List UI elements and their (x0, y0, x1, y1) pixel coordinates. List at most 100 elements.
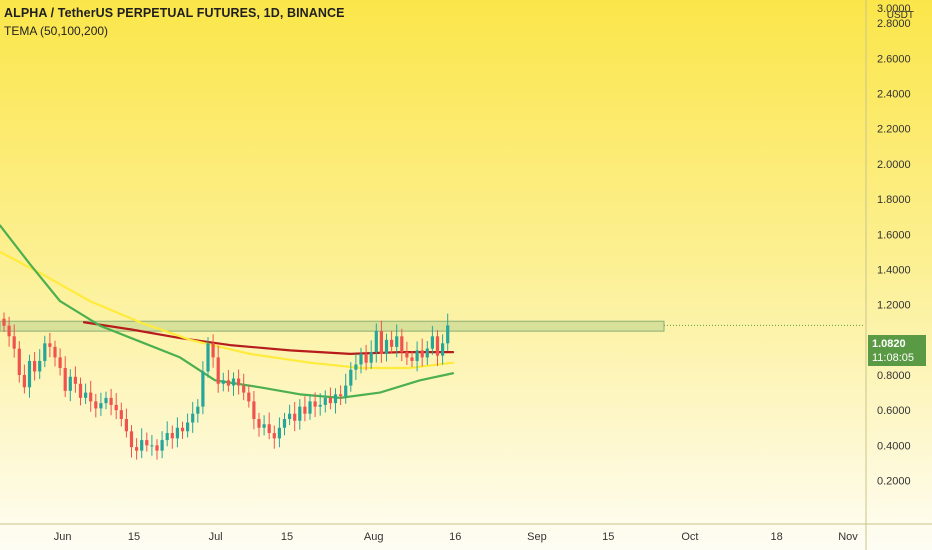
candle-body (237, 378, 241, 386)
x-tick-label: Oct (681, 531, 698, 543)
x-tick-label: Sep (527, 531, 547, 543)
candle-body (170, 433, 174, 439)
chart-header: ALPHA / TetherUS PERPETUAL FUTURES, 1D, … (4, 6, 345, 38)
candle-body (430, 336, 434, 349)
candle-body (242, 385, 246, 393)
y-tick-label: 3.0000 (877, 3, 911, 15)
candle-body (2, 318, 6, 326)
candle-body (282, 418, 287, 428)
candle-body (84, 392, 88, 398)
candle-body (323, 397, 327, 405)
candle-body (89, 392, 93, 402)
candle-body (78, 383, 83, 398)
candle-body (216, 357, 220, 384)
y-tick-label: 1.8000 (877, 194, 911, 206)
candle-body (425, 348, 429, 358)
candle-body (390, 339, 394, 347)
candle-body (58, 357, 62, 368)
candle-body (395, 336, 399, 347)
candle-body (145, 440, 149, 446)
candle-body (119, 410, 123, 419)
candle-body (313, 401, 317, 407)
candle-body (211, 343, 215, 358)
y-tick-label: 2.6000 (877, 53, 911, 65)
y-tick-label: 1.6000 (877, 229, 911, 241)
x-tick-label: Jul (209, 531, 223, 543)
candle-body (53, 346, 57, 358)
candle-body (369, 352, 373, 363)
candle-body (99, 403, 103, 409)
candle-body (446, 325, 450, 344)
candle-body (384, 339, 389, 354)
candle-body (22, 375, 26, 388)
x-tick-label: 16 (449, 531, 461, 543)
y-tick-label: 0.4000 (877, 440, 911, 452)
y-tick-label: 1.4000 (877, 264, 911, 276)
y-tick-label: 1.2000 (877, 300, 911, 312)
candle-body (339, 394, 343, 397)
candle-body (226, 380, 230, 386)
candle-body (400, 336, 404, 353)
candle-body (33, 360, 37, 372)
candle-body (17, 348, 21, 375)
candle-body (206, 343, 210, 372)
candle-body (379, 331, 383, 354)
candle-body (48, 343, 52, 347)
candle-body (104, 397, 108, 404)
candle-body (277, 427, 281, 439)
candle-body (73, 376, 77, 384)
candle-body (38, 360, 42, 372)
symbol-title[interactable]: ALPHA / TetherUS PERPETUAL FUTURES, 1D, … (4, 6, 345, 20)
candle-body (435, 336, 440, 356)
tema-line (0, 224, 455, 399)
candle-body (308, 401, 312, 414)
candle-body (344, 385, 348, 397)
y-tick-label: 2.0000 (877, 159, 911, 171)
candle-body (257, 418, 261, 428)
y-tick-label: 0.6000 (877, 405, 911, 417)
candle-body (262, 424, 266, 428)
candle-body (12, 336, 16, 349)
resistance-zone (0, 320, 665, 332)
indicator-legend[interactable]: TEMA (50,100,200) (4, 24, 109, 38)
currency-label: USDT (886, 10, 914, 21)
candle-body (109, 397, 113, 405)
y-tick-label: 2.8000 (877, 18, 911, 30)
candle-body (333, 394, 338, 404)
candle-body (94, 401, 98, 409)
last-price-tag: 1.0820 11:08:05 (868, 335, 926, 366)
candle-body (354, 364, 358, 370)
candle-body (114, 404, 118, 411)
candle-body (160, 440, 164, 451)
candle-body (415, 350, 419, 361)
candle-body (186, 422, 190, 432)
x-tick-label: 15 (281, 531, 293, 543)
candle-body (252, 401, 256, 419)
x-tick-label: Aug (364, 531, 384, 543)
x-tick-label: Jun (54, 531, 72, 543)
y-tick-label: 0.8000 (877, 370, 911, 382)
candle-body (140, 440, 144, 451)
candle-body (124, 418, 128, 432)
candle-body (191, 413, 195, 423)
x-tick-label: Nov (838, 531, 858, 543)
candle-body (420, 350, 424, 358)
y-tick-label: 2.4000 (877, 89, 911, 101)
x-tick-label: 15 (602, 531, 614, 543)
candle-body (150, 445, 154, 447)
candle-body (293, 413, 297, 421)
candle-body (201, 371, 205, 407)
candle-body (135, 447, 139, 451)
candle-body (441, 343, 445, 356)
candle-body (272, 433, 276, 439)
candle-body (7, 325, 11, 337)
candle-body (288, 413, 292, 419)
candle-body (63, 367, 67, 391)
candle-body (129, 431, 134, 448)
last-price: 1.0820 (872, 338, 906, 350)
candle-body (303, 406, 307, 414)
tema-line (0, 250, 455, 370)
candle-body (180, 427, 185, 432)
